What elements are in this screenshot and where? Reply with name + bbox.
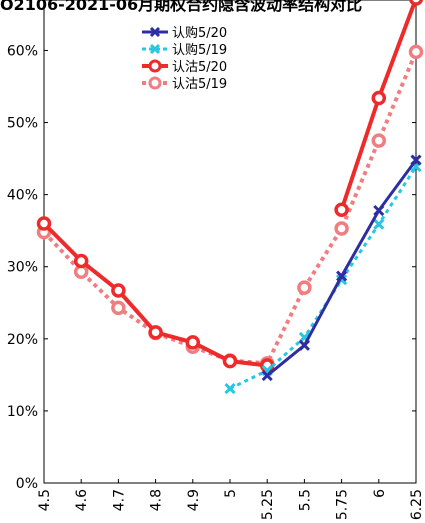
x-tick-label: 6 [372,489,388,498]
y-tick-label: 30% [7,260,38,276]
y-tick-label: 40% [7,188,38,204]
series-3 [36,44,424,371]
data-point [298,339,310,351]
data-point [297,280,312,295]
x-tick-label: 5.25 [260,489,276,520]
y-tick-label: 50% [7,116,38,132]
data-point [111,300,126,316]
legend-swatch-marker [148,59,162,73]
data-point [224,383,236,395]
data-point [222,353,238,369]
data-point [410,154,422,166]
legend-label: 认购5/20 [172,25,227,41]
y-tick-label: 20% [7,332,38,348]
axes: 0% 10% 20% 30% 40% 50% 60% 4.5 4.6 4.7 4.8 4.9 5 5.25… [7,0,425,520]
data-point [371,133,387,148]
series-line [42,51,418,366]
legend-swatch-marker [148,76,162,90]
data-point [185,335,201,350]
x-tick-label: 6.25 [409,489,425,520]
series-line [266,159,418,377]
x-tick-label: 4.5 [37,489,53,511]
series-0 [261,154,422,382]
legend-item: 认沽5/19 [142,76,227,92]
data-point [371,90,387,106]
legend-item: 认购5/19 [142,42,227,58]
data-point [336,270,348,282]
data-point [334,202,349,218]
data-point [111,283,126,298]
series-line [42,222,268,368]
legend-label: 认购5/19 [172,42,227,58]
x-tick-label: 4.8 [149,489,165,511]
data-point [373,218,385,230]
data-point [334,221,349,236]
x-tick-label: 4.6 [74,489,90,511]
data-point [148,325,163,340]
series-2 [36,0,424,373]
series-line [229,165,418,390]
legend-label: 认沽5/20 [172,60,227,75]
legend-swatch-marker [149,26,161,38]
chart-title-strip: IO2106-2021-06月期权合约隐含波动率结构对比 [0,0,425,14]
data-point [73,253,89,269]
series-layer [36,0,424,395]
data-point [408,44,424,60]
data-point [373,204,385,217]
legend-swatch-marker [149,43,161,55]
x-tick-label: 4.7 [111,489,127,511]
x-tick-label: 4.9 [186,489,202,511]
data-point [408,0,424,6]
y-tick-label: 10% [7,404,38,420]
legend-label: 认沽5/19 [172,77,227,92]
y-tick-label: 60% [7,43,38,59]
legend-item: 认购5/20 [142,25,227,41]
series-1 [224,160,422,395]
x-tick-label: 5.5 [297,489,313,511]
data-point [261,370,273,382]
y-tick-label: 0% [16,476,38,492]
data-point [36,216,52,231]
legend-item: 认沽5/20 [142,59,227,75]
x-tick-label: 5.75 [335,489,351,520]
chart-title: IO2106-2021-06月期权合约隐含波动率结构对比 [0,0,363,14]
x-tick-label: 5 [223,489,239,498]
